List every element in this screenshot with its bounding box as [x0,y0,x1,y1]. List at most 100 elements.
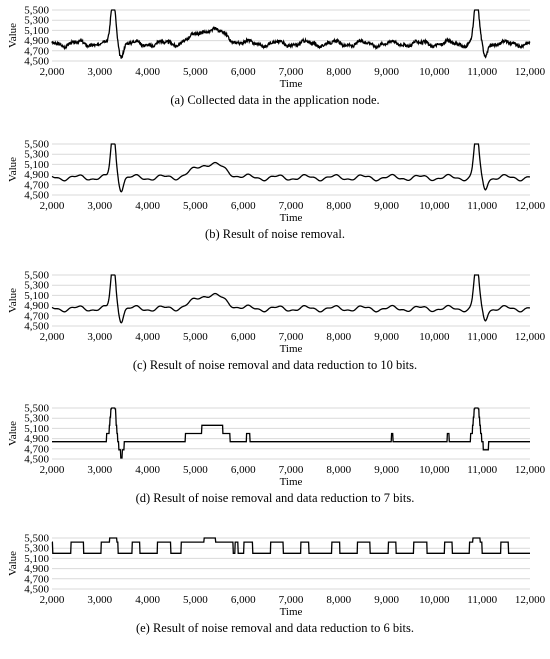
series-line [51,537,530,554]
y-axis-label: Value [7,23,19,48]
x-tick-label: 3,000 [87,464,112,476]
x-tick-label: 11,000 [467,594,497,606]
panel-caption: (d) Result of noise removal and data red… [136,491,415,505]
x-tick-label: 5,000 [183,464,208,476]
x-tick-label: 8,000 [326,331,351,343]
x-tick-label: 10,000 [419,594,450,606]
x-tick-label: 10,000 [419,464,450,476]
x-tick-label: 3,000 [87,594,112,606]
x-tick-label: 10,000 [419,66,450,78]
y-tick-label: 4,900 [24,300,49,312]
y-tick-label: 5,100 [24,423,49,435]
x-tick-label: 9,000 [374,200,399,212]
y-axis-label: Value [7,288,19,313]
y-tick-label: 5,500 [24,139,49,151]
y-tick-label: 4,900 [24,433,49,445]
y-tick-label: 5,100 [24,25,49,37]
x-tick-label: 5,000 [183,66,208,78]
y-tick-label: 5,500 [24,270,49,282]
x-tick-label: 12,000 [515,331,546,343]
x-tick-label: 11,000 [467,331,497,343]
series-line [51,274,530,324]
x-tick-label: 4,000 [135,200,160,212]
y-tick-label: 4,500 [24,584,49,596]
x-tick-label: 5,000 [183,200,208,212]
series-line [51,9,531,59]
x-tick-label: 3,000 [87,331,112,343]
y-tick-label: 4,900 [24,35,49,47]
y-tick-label: 4,700 [24,179,49,191]
x-tick-label: 8,000 [326,594,351,606]
y-tick-label: 4,900 [24,169,49,181]
x-tick-label: 9,000 [374,66,399,78]
x-tick-label: 4,000 [135,331,160,343]
x-tick-label: 9,000 [374,594,399,606]
x-tick-label: 5,000 [183,331,208,343]
y-tick-label: 4,500 [24,321,49,333]
x-tick-label: 4,000 [135,464,160,476]
x-tick-label: 11,000 [467,200,497,212]
x-tick-label: 6,000 [231,200,256,212]
x-axis-label: Time [280,78,303,90]
x-tick-label: 4,000 [135,594,160,606]
y-tick-label: 5,500 [24,533,49,545]
x-tick-label: 8,000 [326,464,351,476]
x-axis-label: Time [280,606,303,618]
x-tick-label: 12,000 [515,200,546,212]
y-tick-label: 5,300 [24,280,49,292]
x-tick-label: 12,000 [515,464,546,476]
x-tick-label: 10,000 [419,331,450,343]
y-tick-label: 4,700 [24,443,49,455]
x-tick-label: 11,000 [467,464,497,476]
y-tick-label: 5,100 [24,553,49,565]
panel-caption: (b) Result of noise removal. [205,227,345,241]
x-tick-label: 2,000 [40,594,65,606]
series-line [52,407,530,459]
x-tick-label: 7,000 [279,464,304,476]
x-tick-label: 6,000 [231,464,256,476]
y-axis-label: Value [7,551,19,576]
x-tick-label: 11,000 [467,66,497,78]
x-tick-label: 3,000 [87,200,112,212]
panel-caption: (c) Result of noise removal and data red… [133,358,417,372]
y-tick-label: 4,500 [24,454,49,466]
x-tick-label: 12,000 [515,66,546,78]
x-tick-label: 12,000 [515,594,546,606]
y-tick-label: 5,100 [24,159,49,171]
y-tick-label: 4,700 [24,573,49,585]
x-tick-label: 6,000 [231,594,256,606]
x-tick-label: 2,000 [40,200,65,212]
x-tick-label: 2,000 [40,464,65,476]
series-line [51,143,530,193]
x-tick-label: 7,000 [279,66,304,78]
y-tick-label: 5,300 [24,543,49,555]
x-tick-label: 2,000 [40,331,65,343]
y-tick-label: 4,500 [24,190,49,202]
x-tick-label: 7,000 [279,200,304,212]
x-tick-label: 7,000 [279,331,304,343]
y-tick-label: 5,500 [24,5,49,17]
y-tick-label: 5,500 [24,403,49,415]
y-tick-label: 5,100 [24,290,49,302]
y-tick-label: 4,700 [24,45,49,57]
x-tick-label: 4,000 [135,66,160,78]
x-tick-label: 9,000 [374,464,399,476]
x-tick-label: 5,000 [183,594,208,606]
panel-caption: (e) Result of noise removal and data red… [136,621,414,635]
x-tick-label: 8,000 [326,66,351,78]
x-tick-label: 9,000 [374,331,399,343]
y-tick-label: 5,300 [24,413,49,425]
y-tick-label: 4,700 [24,310,49,322]
x-tick-label: 6,000 [231,331,256,343]
x-axis-label: Time [280,212,303,224]
x-tick-label: 8,000 [326,200,351,212]
x-tick-label: 7,000 [279,594,304,606]
panel-caption: (a) Collected data in the application no… [170,93,379,107]
x-tick-label: 6,000 [231,66,256,78]
y-tick-label: 5,300 [24,15,49,27]
y-tick-label: 4,900 [24,563,49,575]
y-axis-label: Value [7,157,19,182]
y-tick-label: 5,300 [24,149,49,161]
x-axis-label: Time [280,476,303,488]
